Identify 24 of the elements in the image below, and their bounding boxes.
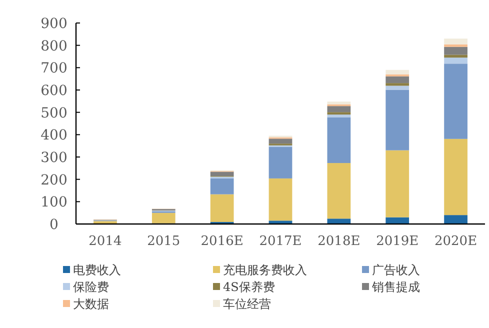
y-tick-label: 300 [40,150,68,166]
y-tick-label: 0 [50,217,58,233]
y-tick-label: 700 [40,60,68,77]
y-tick-label: 900 [40,16,68,32]
x-tick-label: 2018E [318,234,360,249]
legend-label: 保险费 [73,280,109,294]
x-tick-label: 2020E [434,234,478,249]
x-tick-label: 2019E [376,234,419,249]
x-tick-label: 2014 [88,234,122,249]
y-tick-label: 100 [40,194,68,211]
legend-label: 大数据 [73,297,109,311]
legend-label: 广告收入 [372,263,420,277]
x-tick-label: 2017E [259,234,302,249]
legend-label: 车位经营 [223,297,271,311]
y-tick-label: 500 [40,105,68,122]
y-tick-label: 400 [40,128,68,144]
x-tick-label: 2016E [200,234,244,249]
y-tick-label: 200 [40,172,68,188]
y-tick-label: 800 [40,38,68,54]
y-tick-label: 600 [40,83,68,99]
legend-label: 销售提成 [371,280,420,294]
legend-label: 4S保养费 [223,280,275,294]
legend-label: 电费收入 [73,263,121,277]
x-tick-label: 2015 [147,234,180,249]
